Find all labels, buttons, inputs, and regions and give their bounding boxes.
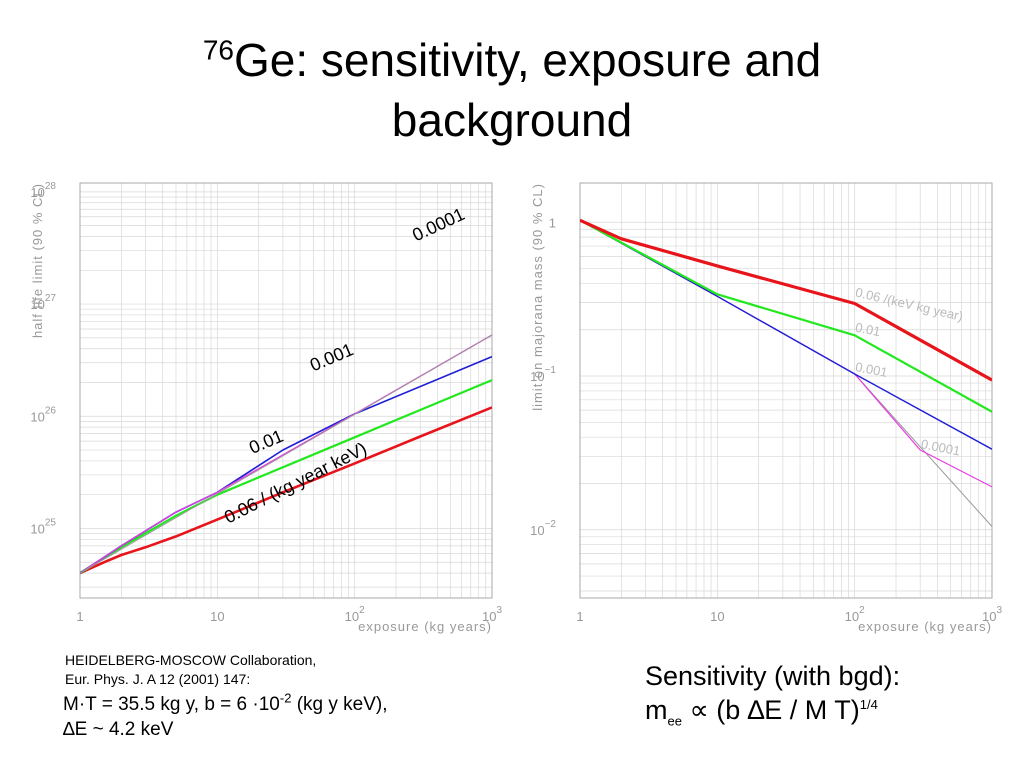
series-line (80, 334, 492, 574)
params-line1-suffix: (kg y keV), (291, 694, 388, 715)
series-annotation: 0.06 /(keV kg year) (854, 285, 964, 324)
series-annotation: 0.01 (854, 320, 882, 340)
title-line1: Ge: sensitivity, exposure and (233, 34, 822, 86)
y-tick-label: 1027 (30, 293, 56, 312)
title-superscript: 76 (202, 34, 234, 66)
y-tick-label: 1028 (30, 181, 56, 200)
half-life-chart: 1 10 102 103 1025 1026 1027 1028 exposure (kg ye… (30, 181, 502, 634)
y-axis-label: limit on majorana mass (90 % CL) (530, 183, 545, 411)
x-tick-label: 102 (845, 605, 865, 624)
sensitivity-formula: Sensitivity (with bgd): mee ∝ (b ∆E / M … (645, 659, 900, 727)
sensitivity-exp: 1/4 (859, 697, 878, 712)
sensitivity-m: m (645, 695, 668, 725)
y-tick-label: 1025 (30, 517, 56, 536)
reference-line1: HEIDELBERG-MOSCOW Collaboration, (65, 652, 317, 668)
series-group (580, 218, 992, 527)
series-group (80, 334, 492, 575)
grid (79, 183, 492, 598)
series-annotation: 0.0001 (409, 204, 467, 245)
x-tick-label: 103 (482, 605, 502, 624)
reference-text: HEIDELBERG-MOSCOW Collaboration, Eur. Ph… (65, 651, 316, 689)
params-line1-exp: -2 (279, 690, 292, 706)
reference-line2: Eur. Phys. J. A 12 (2001) 147: (65, 671, 251, 687)
series-line (580, 219, 992, 413)
y-tick-label: 1 (549, 215, 556, 230)
series-annotation: 0.0001 (920, 436, 962, 458)
x-axis-label: exposure (kg years) (358, 619, 492, 634)
sensitivity-line1: Sensitivity (with bgd): (645, 661, 901, 691)
series-annotation: 0.01 (246, 426, 286, 458)
plot-frame (79, 182, 493, 599)
y-tick-label: 10−2 (530, 519, 556, 538)
sensitivity-formula-text: ∝ (b ∆E / M T) (681, 695, 860, 725)
majorana-mass-chart: 1 10 102 103 10−2 10−1 1 exposure (kg years) lim… (530, 182, 1002, 634)
grid (579, 183, 992, 598)
x-tick-label: 1 (576, 609, 583, 624)
parameters-text: M·T = 35.5 kg y, b = 6 ·10-2 (kg y keV),… (63, 692, 388, 742)
plot-frame (579, 182, 993, 599)
series-line (80, 406, 492, 575)
series-annotation: 0.001 (307, 339, 356, 375)
y-axis-label: half life limit (90 % CL) (30, 183, 45, 338)
x-tick-label: 102 (345, 605, 365, 624)
params-line2: ∆E ~ 4.2 keV (63, 719, 174, 740)
x-tick-label: 10 (210, 609, 224, 624)
params-line1-prefix: M·T = 35.5 kg y, b = 6 ·10 (63, 694, 280, 715)
sensitivity-sub: ee (667, 713, 682, 729)
x-axis-label: exposure (kg years) (858, 619, 992, 634)
x-tick-label: 103 (982, 605, 1002, 624)
series-annotation: 0.001 (854, 359, 889, 380)
series-line (580, 218, 992, 382)
series-line (80, 334, 492, 574)
x-tick-label: 10 (710, 609, 724, 624)
y-tick-label: 1026 (30, 405, 56, 424)
slide-title: 76Ge: sensitivity, exposure and backgrou… (0, 30, 1024, 150)
series-line (580, 219, 992, 527)
y-tick-label: 10−1 (530, 365, 556, 384)
x-tick-label: 1 (76, 609, 83, 624)
title-line2: background (391, 94, 633, 146)
